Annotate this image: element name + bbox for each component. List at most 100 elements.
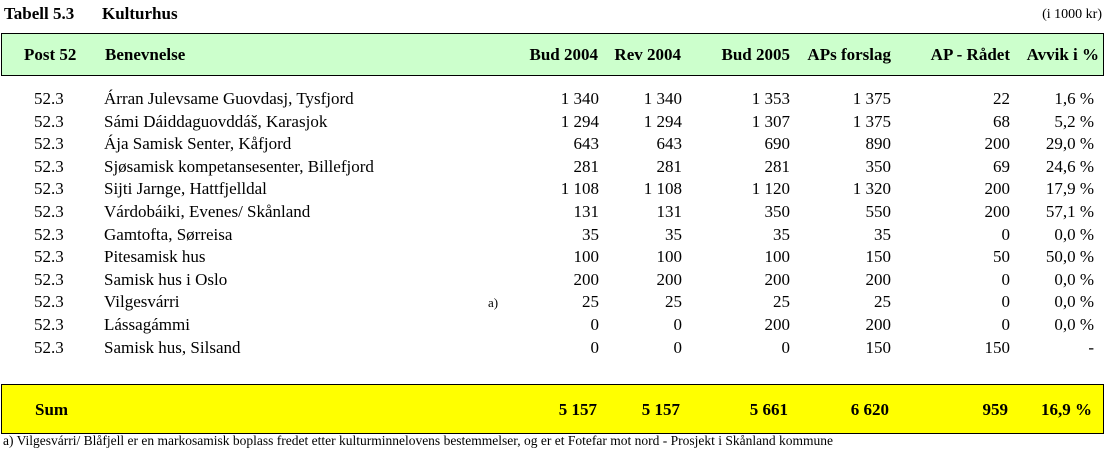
header-avvik: Avvik i % xyxy=(1026,45,1099,64)
cell-bud2004: 643 xyxy=(573,134,600,154)
cell-avvik: - xyxy=(1088,337,1094,357)
table-row: 52.3 Sámi Dáiddaguovddáš, Karasjok 1 294 1 … xyxy=(0,110,1106,133)
cell-post: 52.3 xyxy=(34,337,64,357)
cell-ap-forslag: 1 320 xyxy=(852,179,891,199)
cell-post: 52.3 xyxy=(34,111,64,131)
header-post: Post 52 xyxy=(24,45,77,64)
cell-ap-forslag: 1 375 xyxy=(852,89,891,108)
table-row: 52.3 Sjøsamisk kompetansesenter, Billefjo… xyxy=(0,155,1106,178)
cell-rev2004: 1 108 xyxy=(643,179,682,199)
cell-name: Sjøsamisk kompetansesenter, Billefjord xyxy=(104,156,374,176)
cell-post: 52.3 xyxy=(34,156,64,176)
cell-avvik: 5,2 % xyxy=(1054,111,1094,131)
cell-name: Pitesamisk hus xyxy=(104,247,206,267)
cell-rev2004: 0 xyxy=(673,337,683,357)
sum-ap-radet: 959 xyxy=(982,400,1009,419)
cell-post: 52.3 xyxy=(34,201,64,221)
cell-ap-forslag: 890 xyxy=(865,134,892,154)
cell-bud2005: 1 353 xyxy=(751,89,790,108)
cell-avvik: 50,0 % xyxy=(1045,247,1094,267)
cell-bud2004: 281 xyxy=(573,156,600,176)
cell-name: Ája Samisk Senter, Kåfjord xyxy=(104,134,292,154)
cell-post: 52.3 xyxy=(34,269,64,289)
cell-rev2004: 643 xyxy=(656,134,683,154)
cell-ap-radet: 0 xyxy=(1001,314,1011,334)
cell-avvik: 57,1 % xyxy=(1045,201,1094,221)
cell-bud2005: 690 xyxy=(764,134,791,154)
cell-rev2004: 25 xyxy=(665,292,682,312)
table-row: 52.3 Gamtofta, Sørreisa 35 35 35 35 0 0,0 % xyxy=(0,223,1106,246)
cell-bud2004: 1 340 xyxy=(560,89,599,108)
footnote: a) Vilgesvárri/ Blåfjell er en markosami… xyxy=(3,433,833,448)
cell-avvik: 29,0 % xyxy=(1045,134,1094,154)
cell-name: Várdobáiki, Evenes/ Skånland xyxy=(104,201,311,221)
table-header: Post 52 Benevnelse Bud 2004 Rev 2004 Bud… xyxy=(1,33,1104,76)
cell-bud2005: 100 xyxy=(764,247,791,267)
table-title-row: Tabell 5.3 Kulturhus (i 1000 kr) xyxy=(4,4,1102,26)
cell-rev2004: 281 xyxy=(656,156,683,176)
cell-ap-forslag: 1 375 xyxy=(852,111,891,131)
cell-avvik: 0,0 % xyxy=(1054,224,1094,244)
header-rev2004: Rev 2004 xyxy=(614,45,681,64)
cell-name: Gamtofta, Sørreisa xyxy=(104,224,233,244)
header-name: Benevnelse xyxy=(105,45,186,64)
cell-name: Samisk hus i Oslo xyxy=(104,269,228,289)
table-title: Tabell 5.3 Kulturhus xyxy=(4,4,178,24)
sum-avvik: 16,9 % xyxy=(1041,400,1092,419)
cell-name: Sijti Jarnge, Hattfjelldal xyxy=(104,179,267,199)
cell-rev2004: 131 xyxy=(656,201,683,221)
cell-bud2005: 1 307 xyxy=(751,111,790,131)
cell-name: Samisk hus, Silsand xyxy=(104,337,241,357)
table-row: 52.3 Samisk hus, Silsand 0 0 0 150 150 - xyxy=(0,336,1106,359)
cell-rev2004: 200 xyxy=(656,269,683,289)
cell-bud2005: 281 xyxy=(764,156,791,176)
cell-rev2004: 1 340 xyxy=(643,89,682,108)
cell-ap-forslag: 150 xyxy=(865,337,892,357)
cell-ap-forslag: 200 xyxy=(865,269,892,289)
table-row: 52.3 Samisk hus i Oslo 200 200 200 200 0 0,0 % xyxy=(0,268,1106,291)
sum-bud2005: 5 661 xyxy=(749,400,788,419)
cell-post: 52.3 xyxy=(34,247,64,267)
table-row: 52.3 Lássagámmi 0 0 200 200 0 0,0 % xyxy=(0,313,1106,336)
header-ap-forslag: APs forslag xyxy=(807,45,891,64)
cell-name: Lássagámmi xyxy=(104,314,190,334)
cell-bud2004: 131 xyxy=(573,201,600,221)
cell-avvik: 0,0 % xyxy=(1054,292,1094,312)
cell-ap-radet: 0 xyxy=(1001,292,1011,312)
cell-ap-forslag: 150 xyxy=(865,247,892,267)
cell-post: 52.3 xyxy=(34,224,64,244)
cell-ap-forslag: 200 xyxy=(865,314,892,334)
cell-bud2004: 1 294 xyxy=(560,111,599,131)
header-ap-radet: AP - Rådet xyxy=(930,45,1010,64)
table-row: 52.3 Várdobáiki, Evenes/ Skånland 131 131 35… xyxy=(0,200,1106,223)
sum-row: Sum 5 157 5 157 5 661 6 620 959 16,9 % xyxy=(1,384,1104,434)
cell-avvik: 24,6 % xyxy=(1045,156,1094,176)
cell-bud2005: 35 xyxy=(773,224,790,244)
cell-ap-radet: 200 xyxy=(984,134,1011,154)
table-row: 52.3 Vilgesvárri a) 25 25 25 25 0 0,0 % xyxy=(0,290,1106,313)
unit-label: (i 1000 kr) xyxy=(1042,7,1102,22)
cell-bud2005: 200 xyxy=(764,269,791,289)
cell-bud2004: 0 xyxy=(590,337,600,357)
cell-rev2004: 35 xyxy=(665,224,682,244)
cell-bud2005: 200 xyxy=(764,314,791,334)
header-bud2005: Bud 2005 xyxy=(721,45,791,64)
cell-ap-radet: 50 xyxy=(993,247,1010,267)
table-row: 52.3 Sijti Jarnge, Hattfjelldal 1 108 1 108… xyxy=(0,177,1106,200)
cell-ap-radet: 0 xyxy=(1001,224,1011,244)
table-row: 52.3 Árran Julevsame Guovdasj, Tysfjord 1 … xyxy=(0,87,1106,110)
cell-rev2004: 1 294 xyxy=(643,111,682,131)
cell-ap-radet: 68 xyxy=(993,111,1010,131)
cell-bud2005: 350 xyxy=(764,201,791,221)
cell-avvik: 17,9 % xyxy=(1045,179,1094,199)
cell-post: 52.3 xyxy=(34,314,64,334)
cell-bud2005: 0 xyxy=(781,337,791,357)
cell-post: 52.3 xyxy=(34,292,64,312)
cell-ap-radet: 0 xyxy=(1001,269,1011,289)
cell-note: a) xyxy=(488,295,499,311)
cell-ap-radet: 200 xyxy=(984,179,1011,199)
table-row: 52.3 Ája Samisk Senter, Kåfjord 643 643 690 8… xyxy=(0,132,1106,155)
cell-bud2004: 35 xyxy=(582,224,599,244)
table-body: 52.3 Árran Julevsame Guovdasj, Tysfjord 1 … xyxy=(0,87,1106,358)
table-name: Kulturhus xyxy=(102,4,178,23)
